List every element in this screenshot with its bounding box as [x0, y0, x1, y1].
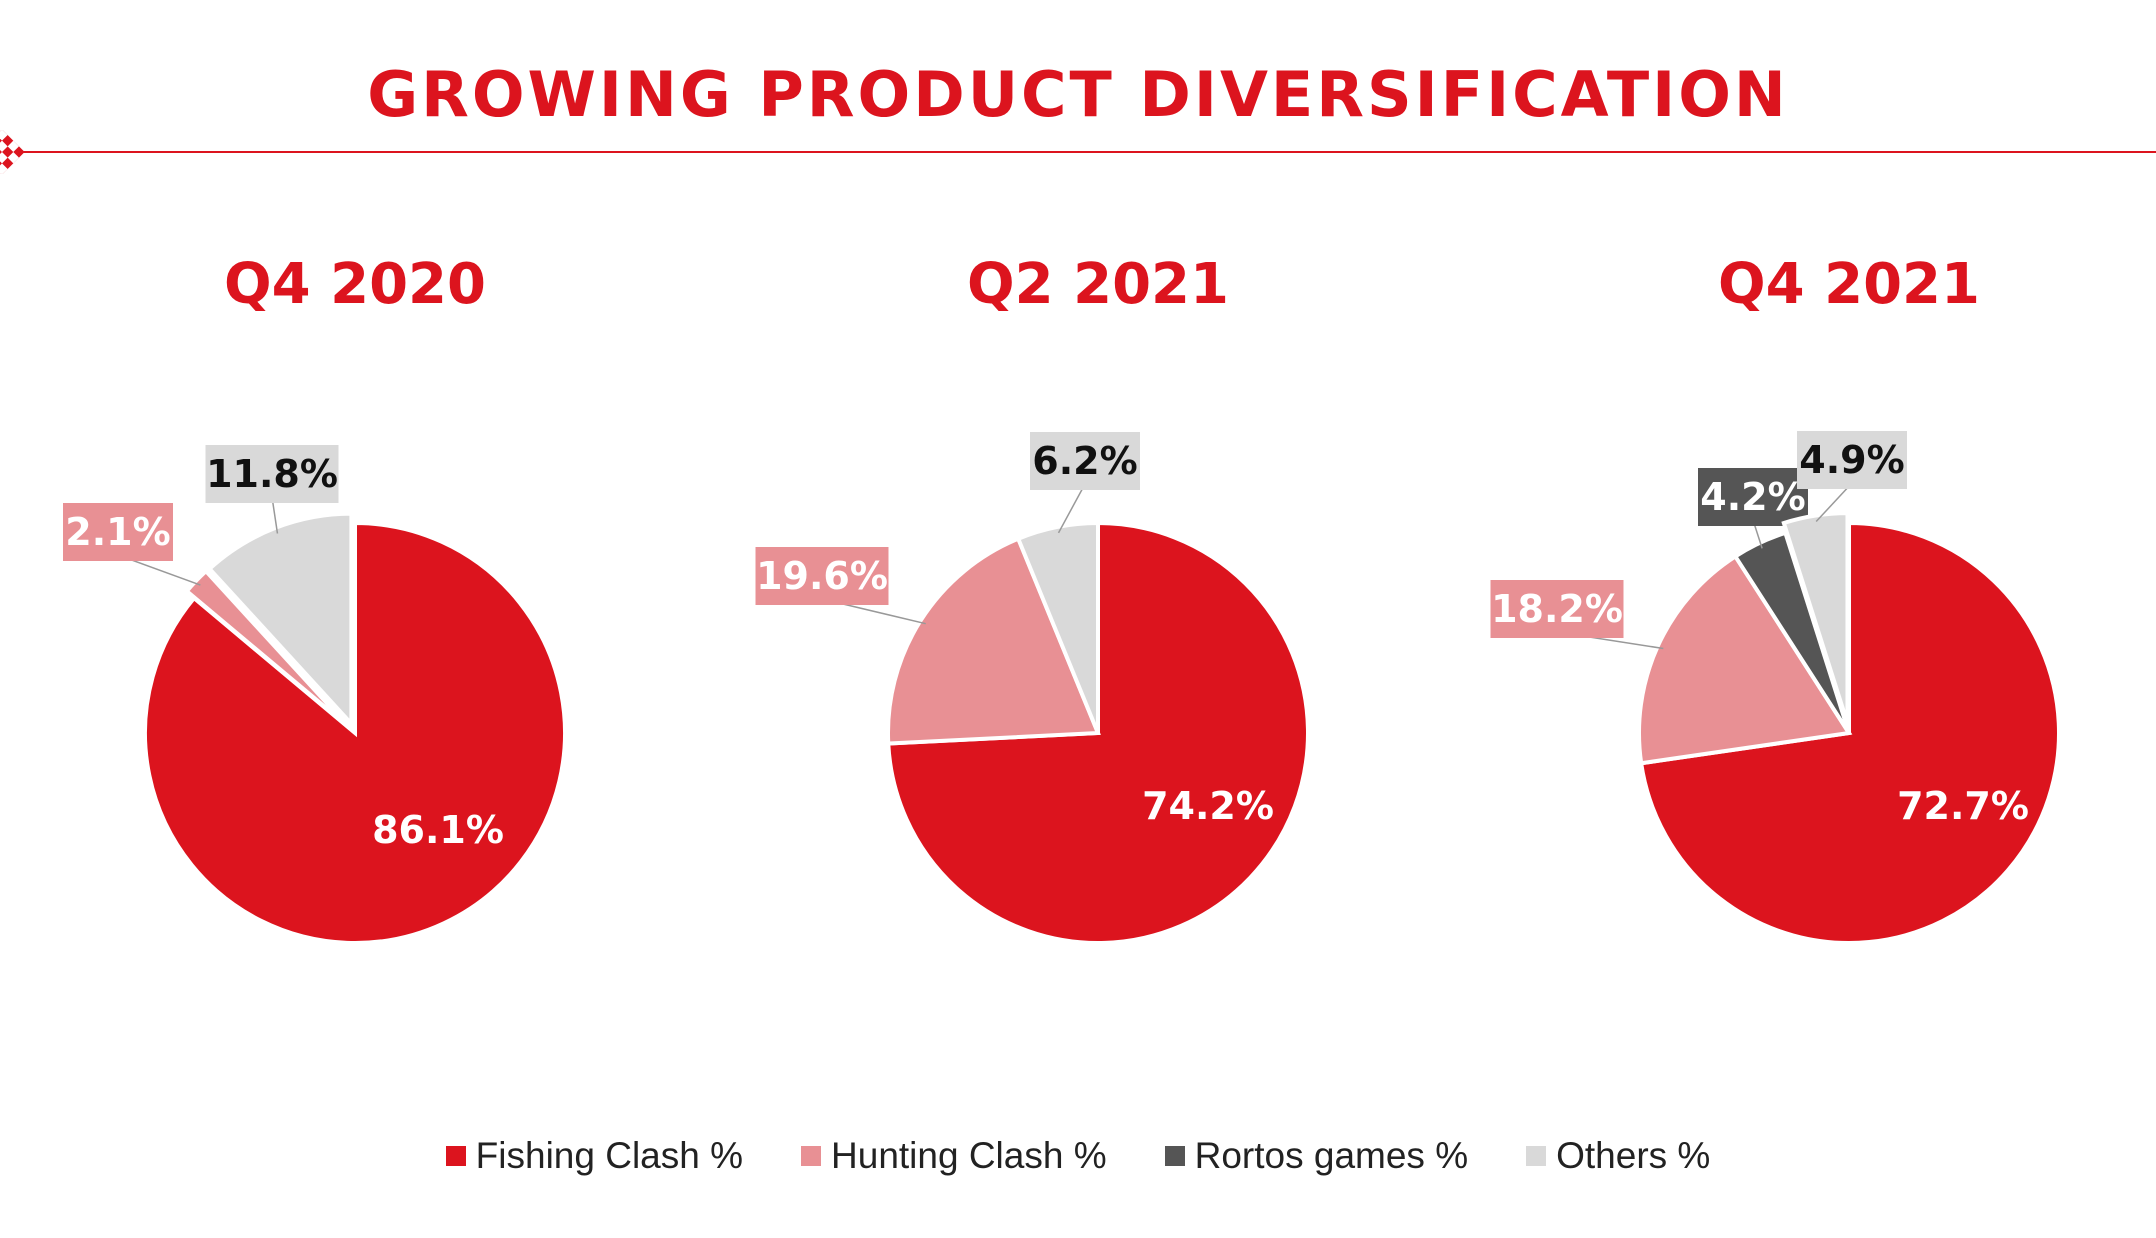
legend-item-others: Others %	[1526, 1135, 1710, 1177]
legend: Fishing Clash % Hunting Clash % Rortos g…	[0, 1135, 2156, 1177]
pie-slice	[143, 520, 567, 945]
legend-swatch	[1526, 1146, 1547, 1166]
data-label: 4.9%	[1799, 438, 1904, 482]
pie-title-q4-2020: Q4 2020	[224, 252, 486, 317]
title-divider	[0, 151, 2156, 153]
data-label-box	[1797, 431, 1907, 489]
data-label: 72.7%	[1897, 784, 2029, 828]
data-label-box	[63, 503, 173, 561]
data-label-box	[205, 445, 339, 503]
pie-slice	[206, 511, 354, 729]
data-label-box	[1030, 432, 1140, 490]
legend-label: Rortos games %	[1194, 1135, 1469, 1176]
data-label-box	[1490, 580, 1624, 638]
pie-slice	[1637, 553, 1853, 766]
data-label: 6.2%	[1032, 439, 1137, 483]
data-label: 11.8%	[206, 452, 338, 496]
data-label: 19.6%	[756, 554, 888, 598]
legend-item-rortos: Rortos games %	[1164, 1135, 1469, 1177]
pie-slice	[183, 568, 350, 728]
leader-line	[271, 496, 279, 534]
pie-slice	[1015, 520, 1100, 734]
data-label: 18.2%	[1491, 587, 1623, 631]
leader-line	[1815, 482, 1853, 523]
data-label-box	[1698, 468, 1808, 526]
leader-line	[1057, 483, 1086, 534]
data-label: 74.2%	[1142, 784, 1274, 828]
data-label: 86.1%	[372, 808, 504, 852]
pie-title-q2-2021: Q2 2021	[967, 252, 1229, 317]
legend-swatch	[445, 1146, 466, 1166]
legend-swatch	[801, 1146, 822, 1166]
legend-item-hunting: Hunting Clash %	[801, 1135, 1107, 1177]
data-label: 2.1%	[65, 510, 170, 554]
legend-label: Hunting Clash %	[831, 1135, 1107, 1176]
pie-slice	[886, 536, 1101, 746]
data-label-box	[755, 547, 889, 605]
legend-label: Fishing Clash %	[475, 1135, 744, 1176]
pie-slice	[1781, 511, 1850, 724]
checkered-logo-icon	[0, 130, 24, 174]
data-label: 4.2%	[1700, 475, 1805, 519]
pie-title-q4-2021: Q4 2021	[1718, 252, 1980, 317]
legend-label: Others %	[1556, 1135, 1711, 1176]
page-title: GROWING PRODUCT DIVERSIFICATION	[367, 58, 1789, 131]
legend-item-fishing: Fishing Clash %	[445, 1135, 744, 1177]
legend-swatch	[1164, 1146, 1185, 1166]
